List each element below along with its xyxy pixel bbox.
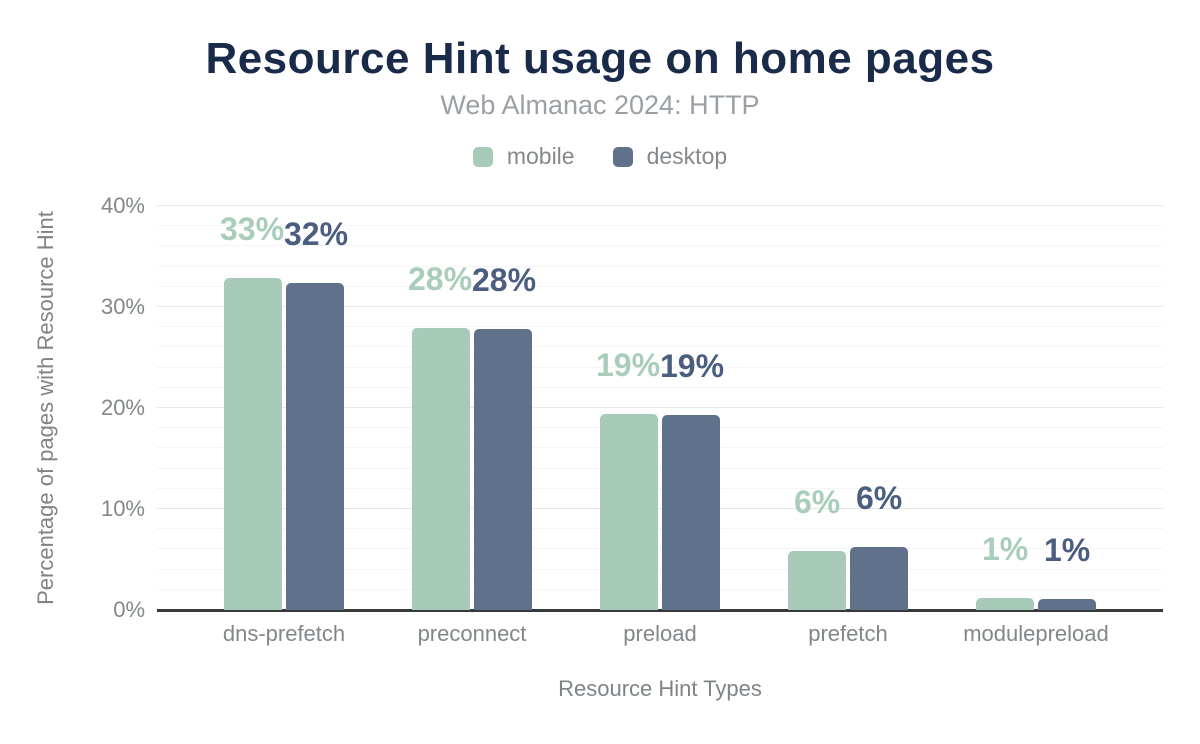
data-label-desktop-preload: 19% [660, 348, 725, 385]
gridline-minor [157, 326, 1163, 328]
legend-swatch-mobile [472, 146, 493, 167]
data-label-mobile-modulepreload: 1% [982, 530, 1029, 567]
data-label-mobile-dns-prefetch: 33% [220, 210, 285, 247]
y-tick-label: 30% [100, 294, 145, 319]
data-label-mobile-prefetch: 6% [794, 484, 841, 521]
gridline-minor [157, 467, 1163, 469]
bar-mobile-dns-prefetch[interactable] [224, 277, 282, 610]
x-axis-line [157, 609, 1163, 612]
gridline-minor [157, 487, 1163, 489]
gridline-minor [157, 588, 1163, 590]
category-label-modulepreload: modulepreload [963, 621, 1109, 646]
y-tick-label: 20% [100, 395, 145, 420]
gridline-major [157, 306, 1163, 307]
x-axis-title: Resource Hint Types [558, 676, 762, 701]
bar-mobile-preload[interactable] [600, 414, 658, 610]
gridline-minor [157, 427, 1163, 429]
legend-item-desktop[interactable]: desktop [612, 143, 728, 170]
data-label-mobile-preconnect: 28% [408, 261, 473, 298]
chart-subtitle: Web Almanac 2024: HTTP [440, 90, 760, 120]
bar-mobile-prefetch[interactable] [788, 551, 846, 610]
category-label-preconnect: preconnect [417, 621, 527, 646]
gridline-minor [157, 447, 1163, 449]
gridline-minor [157, 386, 1163, 388]
gridline-major [157, 407, 1163, 408]
bar-mobile-preconnect[interactable] [412, 328, 470, 610]
gridline-minor [157, 528, 1163, 530]
data-label-desktop-modulepreload: 1% [1044, 531, 1091, 568]
chart-title: Resource Hint usage on home pages [205, 34, 995, 83]
gridline-minor [157, 346, 1163, 348]
bar-desktop-prefetch[interactable] [850, 547, 908, 610]
legend-item-mobile[interactable]: mobile [472, 143, 575, 170]
gridline-major [157, 508, 1163, 509]
y-tick-label: 40% [100, 193, 145, 218]
gridline-minor [157, 225, 1163, 227]
bar-desktop-preconnect[interactable] [474, 329, 532, 610]
data-label-mobile-preload: 19% [596, 347, 661, 384]
legend: mobile desktop [0, 143, 1200, 170]
plot-area: 33% 32% 28% 28% 19% 19% 6% 6% 1% 1% [157, 205, 1163, 612]
data-label-desktop-prefetch: 6% [856, 480, 903, 517]
gridline-minor [157, 265, 1163, 267]
gridline-minor [157, 285, 1163, 287]
legend-swatch-desktop [612, 146, 633, 167]
gridline-major [157, 205, 1163, 206]
legend-label-desktop: desktop [646, 143, 728, 169]
category-label-preload: preload [623, 621, 697, 646]
data-label-desktop-preconnect: 28% [472, 262, 537, 299]
y-tick-label: 10% [100, 496, 145, 521]
bar-desktop-preload[interactable] [662, 415, 720, 610]
gridline-minor [157, 245, 1163, 247]
y-tick-label: 0% [113, 597, 145, 622]
bar-desktop-modulepreload[interactable] [1038, 598, 1096, 610]
bar-desktop-dns-prefetch[interactable] [286, 282, 344, 610]
gridline-minor [157, 548, 1163, 550]
data-label-desktop-dns-prefetch: 32% [284, 215, 349, 252]
gridline-minor [157, 366, 1163, 368]
gridline-minor [157, 568, 1163, 570]
bar-mobile-modulepreload[interactable] [976, 597, 1034, 610]
category-label-prefetch: prefetch [808, 621, 888, 646]
category-label-dns-prefetch: dns-prefetch [222, 621, 346, 646]
legend-label-mobile: mobile [506, 143, 575, 169]
